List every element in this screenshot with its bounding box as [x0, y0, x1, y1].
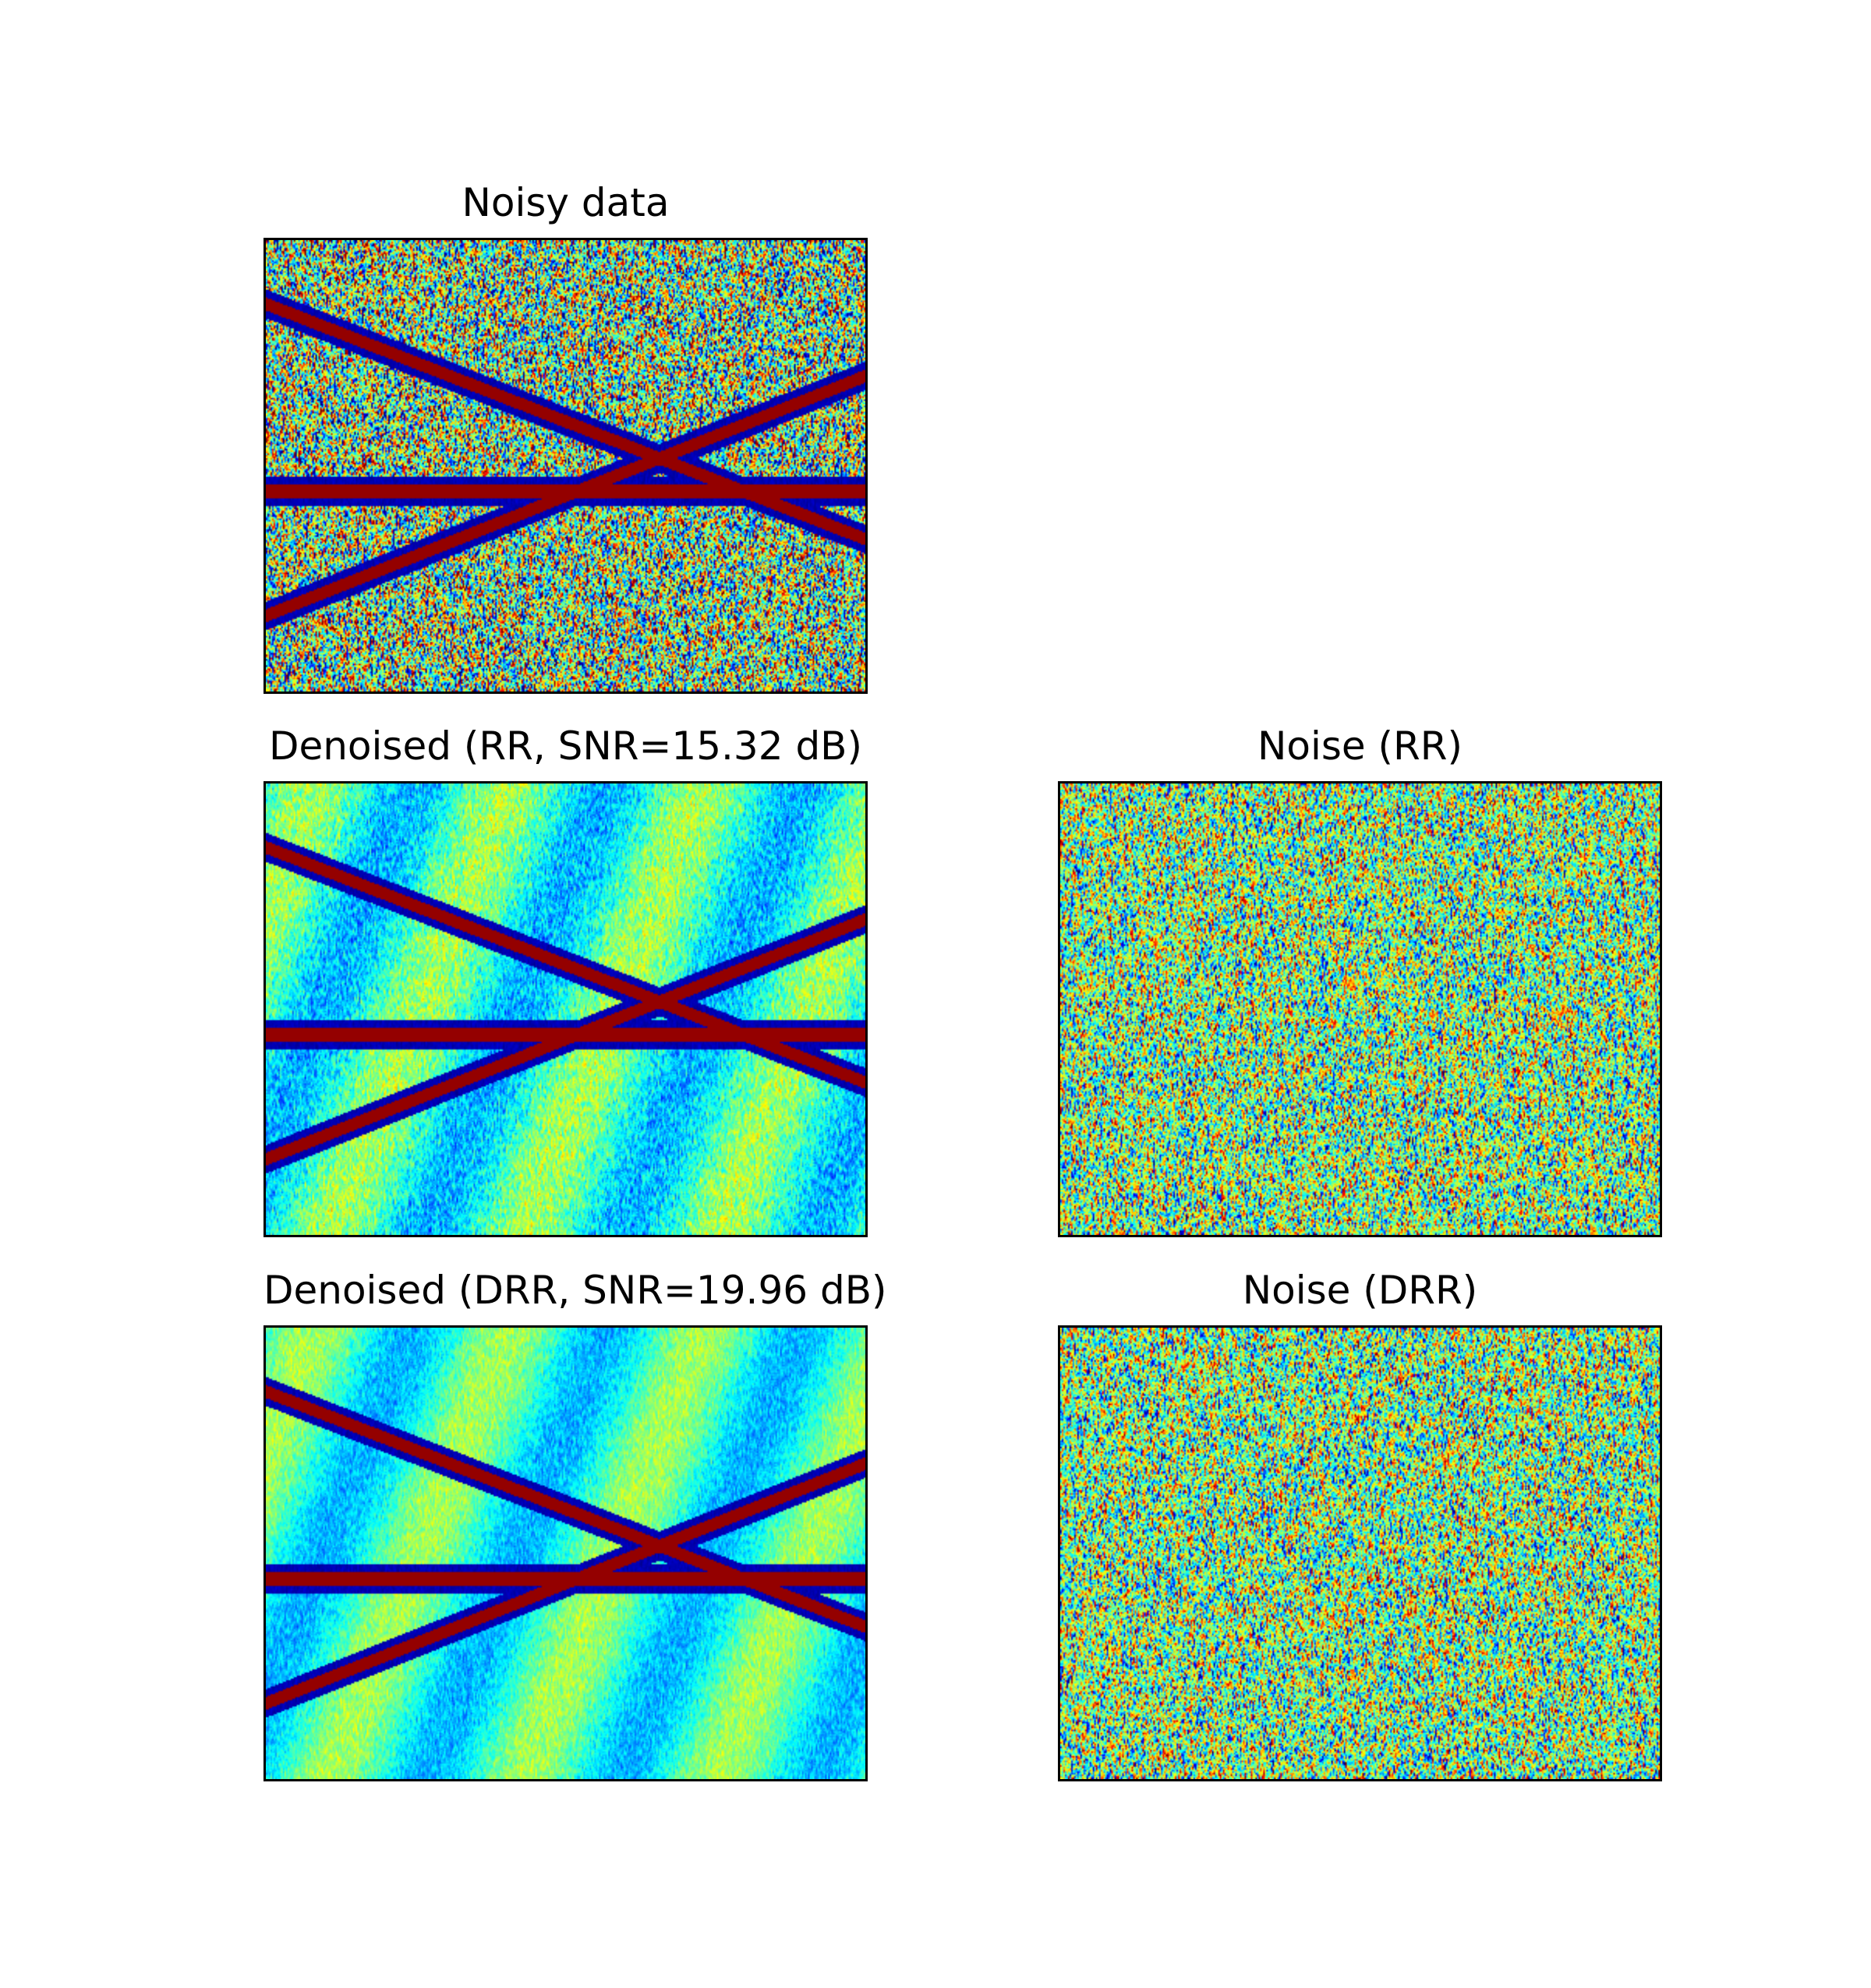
heatmap-noise-rr	[1058, 781, 1662, 1237]
heatmap-canvas	[1060, 1328, 1660, 1779]
heatmap-canvas	[1060, 784, 1660, 1235]
panel-title: Noisy data	[462, 180, 670, 225]
panel-noisy-data: Noisy data	[263, 183, 868, 694]
panel-title: Noise (DRR)	[1242, 1268, 1478, 1313]
heatmap-denoised-rr	[263, 781, 868, 1237]
heatmap-noisy-data	[263, 238, 868, 694]
heatmap-canvas	[266, 240, 865, 692]
panel-title: Noise (RR)	[1257, 723, 1463, 769]
panel-noise-rr: Noise (RR)	[1058, 727, 1662, 1237]
heatmap-canvas	[266, 784, 865, 1235]
panel-denoised-drr: Denoised (DRR, SNR=19.96 dB)	[263, 1268, 887, 1781]
panel-title: Denoised (DRR, SNR=19.96 dB)	[263, 1268, 887, 1313]
panel-denoised-rr: Denoised (RR, SNR=15.32 dB)	[263, 727, 868, 1237]
heatmap-canvas	[266, 1328, 865, 1779]
heatmap-noise-drr	[1058, 1325, 1662, 1781]
panel-noise-drr: Noise (DRR)	[1058, 1271, 1662, 1781]
heatmap-denoised-drr	[263, 1325, 868, 1781]
panel-title: Denoised (RR, SNR=15.32 dB)	[268, 723, 862, 769]
